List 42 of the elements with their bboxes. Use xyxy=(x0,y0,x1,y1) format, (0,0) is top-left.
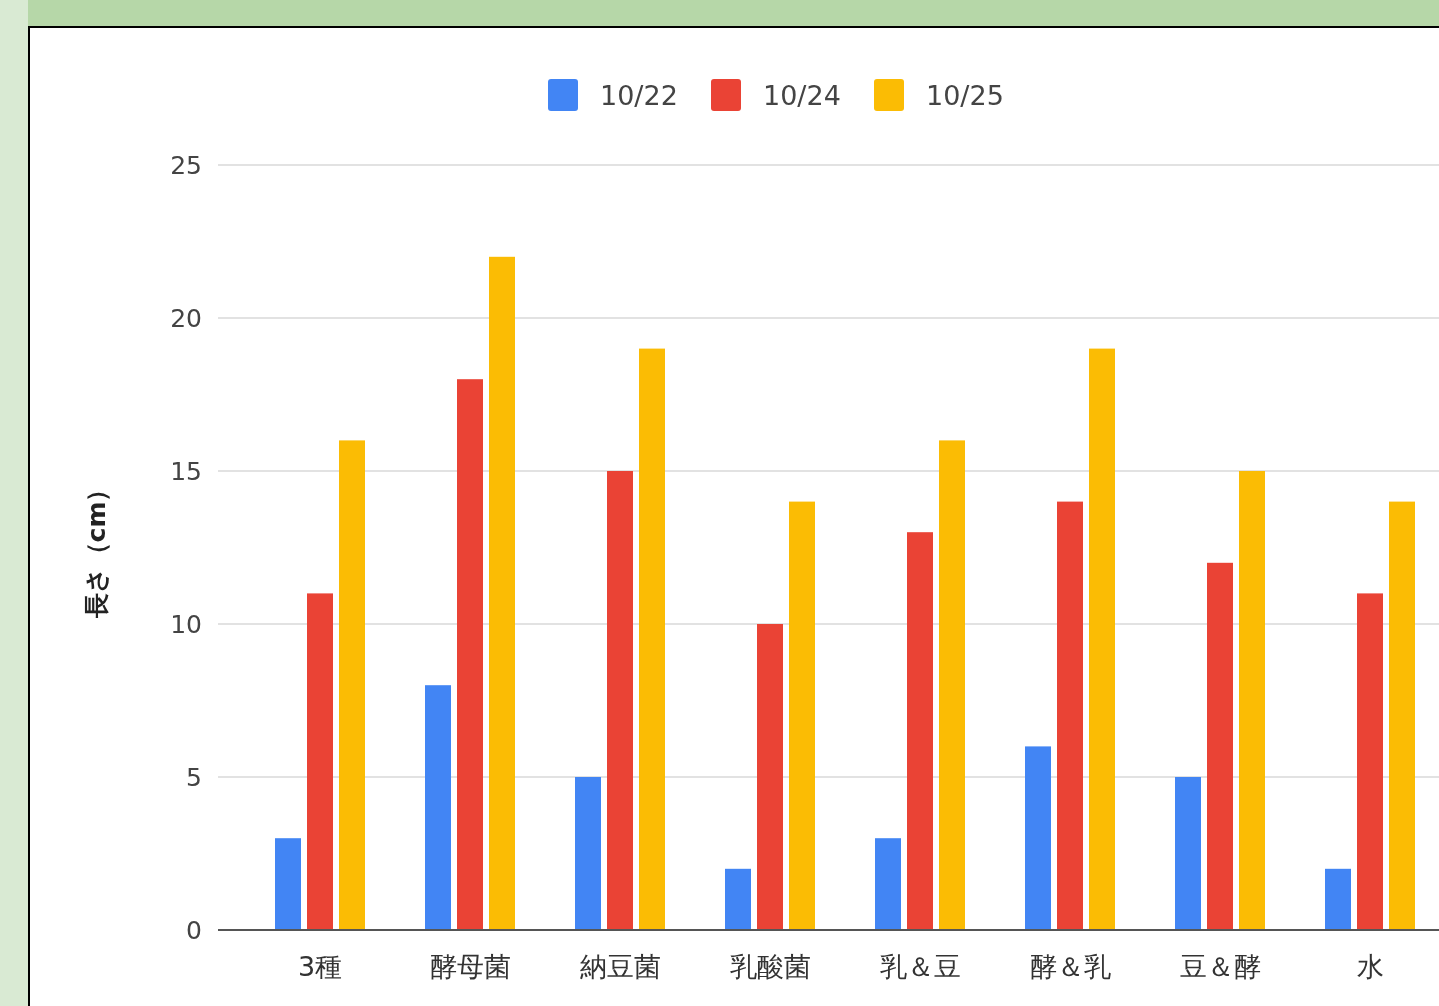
y-tick-label: 15 xyxy=(170,457,202,486)
x-tick-label: 豆＆酵 xyxy=(1179,951,1261,982)
bar xyxy=(1089,348,1115,930)
bar xyxy=(339,440,365,930)
bar xyxy=(907,532,933,930)
x-tick-label: 酵＆乳 xyxy=(1029,951,1111,982)
y-axis-title: 長さ（cm） xyxy=(82,476,111,620)
bar xyxy=(1057,501,1083,930)
bar xyxy=(1207,562,1233,930)
bar xyxy=(575,777,601,930)
bar xyxy=(489,256,515,930)
bar xyxy=(607,471,633,930)
bar xyxy=(1239,471,1265,930)
bar xyxy=(307,593,333,930)
bar xyxy=(1325,868,1351,930)
bar xyxy=(789,501,815,930)
x-tick-label: 乳酸菌 xyxy=(729,951,811,982)
bar xyxy=(725,868,751,930)
bar xyxy=(875,838,901,930)
legend-label: 10/22 xyxy=(600,80,678,111)
legend-label: 10/25 xyxy=(926,80,1004,111)
bar xyxy=(939,440,965,930)
y-tick-label: 20 xyxy=(170,304,202,333)
bar xyxy=(425,685,451,930)
y-tick-label: 10 xyxy=(170,610,202,639)
x-tick-label: 水 xyxy=(1356,951,1384,982)
bar xyxy=(457,379,483,930)
legend-label: 10/24 xyxy=(763,80,841,111)
x-tick-label: 酵母菌 xyxy=(429,951,511,982)
y-tick-label: 0 xyxy=(186,916,202,945)
bar xyxy=(1025,746,1051,930)
x-tick-label: 3種 xyxy=(297,951,343,982)
bar xyxy=(275,838,301,930)
bar xyxy=(639,348,665,930)
y-tick-label: 5 xyxy=(186,763,202,792)
bar xyxy=(1175,777,1201,930)
bar xyxy=(1357,593,1383,930)
bar xyxy=(757,624,783,930)
x-tick-label: 納豆菌 xyxy=(579,951,661,982)
x-tick-label: 乳＆豆 xyxy=(879,951,961,982)
y-tick-label: 25 xyxy=(170,151,202,180)
bar xyxy=(1389,501,1415,930)
